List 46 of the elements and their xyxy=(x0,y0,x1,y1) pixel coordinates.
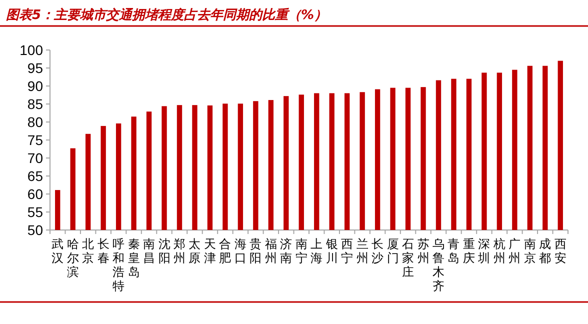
x-tick-label: 广州 xyxy=(508,237,521,265)
y-tick-label: 75 xyxy=(27,132,44,148)
y-tick-label: 60 xyxy=(27,186,44,202)
x-tick-label: 乌鲁木齐 xyxy=(432,237,444,293)
x-tick-label: 成都 xyxy=(539,237,552,265)
x-tick-label: 北京 xyxy=(82,237,94,265)
y-tick-label: 90 xyxy=(27,78,44,94)
x-tick-label: 长春 xyxy=(97,237,110,265)
x-tick-label: 南宁 xyxy=(295,237,308,265)
x-tick-label: 济南 xyxy=(280,237,292,265)
x-tick-label: 福州 xyxy=(264,237,277,265)
x-tick-label: 贵阳 xyxy=(250,237,262,265)
y-tick-label: 65 xyxy=(27,168,44,184)
x-tick-label: 西宁 xyxy=(341,237,354,265)
x-tick-label: 兰州 xyxy=(356,237,368,265)
x-tick-label: 郑州 xyxy=(174,237,186,265)
x-tick-label: 苏州 xyxy=(417,237,430,265)
y-tick-label: 70 xyxy=(27,150,44,166)
x-tick-label: 重庆 xyxy=(462,237,475,265)
x-tick-label: 青岛 xyxy=(448,237,460,265)
x-tick-label: 武汉 xyxy=(52,237,64,265)
y-tick-label: 50 xyxy=(27,222,44,238)
x-tick-label: 深圳 xyxy=(477,237,490,265)
x-tick-label: 上海 xyxy=(310,237,323,265)
x-tick-label: 西安 xyxy=(554,237,566,265)
x-tick-label: 南昌 xyxy=(143,237,156,265)
y-tick-label: 85 xyxy=(27,96,44,112)
x-tick-label: 合肥 xyxy=(219,237,232,265)
x-tick-label: 南京 xyxy=(524,237,536,265)
x-tick-label: 杭州 xyxy=(492,237,506,265)
y-tick-label: 100 xyxy=(20,42,44,58)
y-tick-label: 80 xyxy=(27,114,44,130)
y-tick-label: 95 xyxy=(27,60,44,76)
x-tick-label: 哈尔滨 xyxy=(66,237,79,279)
x-tick-label: 沈阳 xyxy=(158,237,170,265)
x-tick-label: 石家庄 xyxy=(402,237,414,279)
x-tick-label: 太原 xyxy=(188,237,201,265)
x-tick-label: 银川 xyxy=(324,237,338,265)
y-tick-label: 55 xyxy=(27,204,44,220)
x-tick-label: 秦皇岛 xyxy=(128,237,140,279)
chart-title: 图表5：主要城市交通拥堵程度占去年同期的比重（%） xyxy=(6,7,328,23)
x-tick-label: 厦门 xyxy=(386,237,399,265)
x-tick-label: 天津 xyxy=(204,237,216,265)
x-tick-label: 海口 xyxy=(234,237,246,265)
x-tick-label: 呼和浩特 xyxy=(112,237,125,293)
x-tick-label: 长沙 xyxy=(372,237,384,265)
